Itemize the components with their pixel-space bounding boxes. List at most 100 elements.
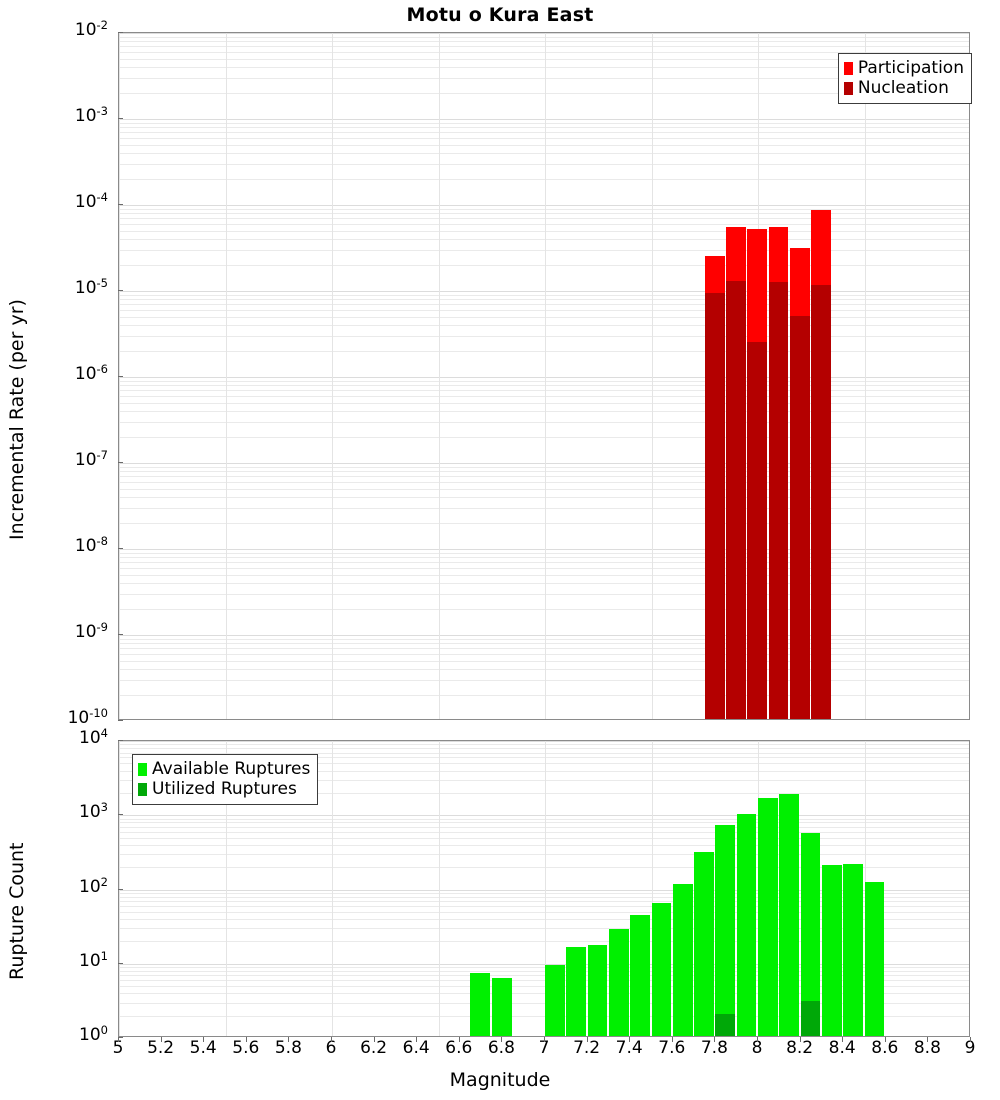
- bar-segment-avail: [843, 863, 863, 1036]
- gridline: [119, 437, 969, 438]
- gridline: [119, 317, 969, 318]
- bar: [651, 741, 672, 1036]
- x-tick-mark: [458, 1037, 460, 1042]
- gridline: [119, 838, 969, 839]
- gridline-vertical: [332, 33, 333, 719]
- gridline: [119, 827, 969, 828]
- available-ruptures-color-swatch: [138, 762, 147, 776]
- bar-segment-avail: [651, 902, 672, 1036]
- gridline: [119, 919, 969, 920]
- gridline: [119, 757, 969, 758]
- gridline: [119, 845, 969, 846]
- top-y-tick: 10-4: [74, 190, 108, 212]
- gridline-vertical: [439, 741, 440, 1036]
- gridline: [119, 583, 969, 584]
- gridline: [119, 993, 969, 994]
- gridline: [119, 471, 969, 472]
- gridline: [119, 890, 969, 891]
- gridline: [119, 832, 969, 833]
- gridline: [119, 489, 969, 490]
- bar: [491, 741, 512, 1036]
- gridline: [119, 265, 969, 266]
- gridline: [119, 1016, 969, 1017]
- gridline: [119, 123, 969, 124]
- x-tick-label: 7.6: [658, 1038, 686, 1058]
- gridline: [119, 928, 969, 929]
- legend-item-available-ruptures: Available Ruptures: [138, 759, 310, 779]
- bar: [768, 33, 789, 719]
- gridline-vertical: [652, 33, 653, 719]
- gridline: [119, 385, 969, 386]
- legend-label-nucleation: Nucleation: [857, 77, 949, 98]
- gridline: [119, 815, 969, 816]
- bar-segment-nucl: [747, 342, 768, 719]
- gridline: [119, 145, 969, 146]
- bar-segment-avail: [779, 794, 800, 1036]
- gridline: [119, 901, 969, 902]
- bar-segment-avail: [491, 978, 512, 1036]
- gridline: [119, 986, 969, 987]
- gridline: [119, 295, 969, 296]
- gridline: [119, 209, 969, 210]
- gridline: [119, 422, 969, 423]
- gridline: [119, 897, 969, 898]
- x-tick-label: 6: [325, 1038, 337, 1058]
- bar: [587, 741, 608, 1036]
- gridline: [119, 33, 969, 34]
- x-tick-mark: [586, 1037, 588, 1042]
- bar: [566, 741, 587, 1036]
- top-y-axis-title: Incremental Rate (per yr): [6, 299, 28, 540]
- gridline: [119, 250, 969, 251]
- gridline: [119, 205, 969, 206]
- gridline: [119, 568, 969, 569]
- top-y-tick: 10-9: [74, 620, 108, 642]
- gridline: [119, 771, 969, 772]
- bar: [608, 741, 629, 1036]
- x-tick-mark: [416, 1037, 418, 1042]
- x-tick-mark: [671, 1037, 673, 1042]
- legend-label-participation: Participation: [857, 57, 964, 78]
- gridline: [119, 557, 969, 558]
- gridline-vertical: [545, 741, 546, 1036]
- x-tick-mark: [970, 1037, 971, 1042]
- gridline: [119, 780, 969, 781]
- gridline: [119, 213, 969, 214]
- bar: [545, 741, 565, 1036]
- gridline: [119, 980, 969, 981]
- gridline: [119, 635, 969, 636]
- gridline: [119, 549, 969, 550]
- gridline: [119, 906, 969, 907]
- gridline: [119, 164, 969, 165]
- bar: [736, 741, 757, 1036]
- gridline: [119, 138, 969, 139]
- gridline: [119, 854, 969, 855]
- bar: [747, 33, 768, 719]
- gridline: [119, 381, 969, 382]
- x-tick-label: 7.8: [700, 1038, 728, 1058]
- gridline: [119, 753, 969, 754]
- gridline: [119, 654, 969, 655]
- x-tick-label: 5.2: [147, 1038, 175, 1058]
- top-y-tick: 10-5: [74, 276, 108, 298]
- x-tick-label: 7: [538, 1038, 550, 1058]
- nucleation-color-swatch: [843, 81, 853, 95]
- gridline: [119, 310, 969, 311]
- gridline: [119, 748, 969, 749]
- x-tick-label: 8.8: [913, 1038, 941, 1058]
- legend-label-available-ruptures: Available Ruptures: [152, 758, 311, 779]
- bar-segment-avail: [566, 946, 587, 1036]
- gridline-vertical: [865, 33, 866, 719]
- bar-segment-avail: [800, 833, 821, 1036]
- gridline: [119, 893, 969, 894]
- gridline: [119, 239, 969, 240]
- bar-segment-avail: [587, 944, 608, 1036]
- gridline: [119, 575, 969, 576]
- gridline: [119, 463, 969, 464]
- gridline-vertical: [332, 741, 333, 1036]
- gridline: [119, 669, 969, 670]
- x-tick-label: 6.4: [402, 1038, 430, 1058]
- x-tick-mark: [842, 1037, 844, 1042]
- x-tick-label: 6.2: [360, 1038, 388, 1058]
- gridline: [119, 351, 969, 352]
- legend-item-nucleation: Nucleation: [843, 77, 964, 98]
